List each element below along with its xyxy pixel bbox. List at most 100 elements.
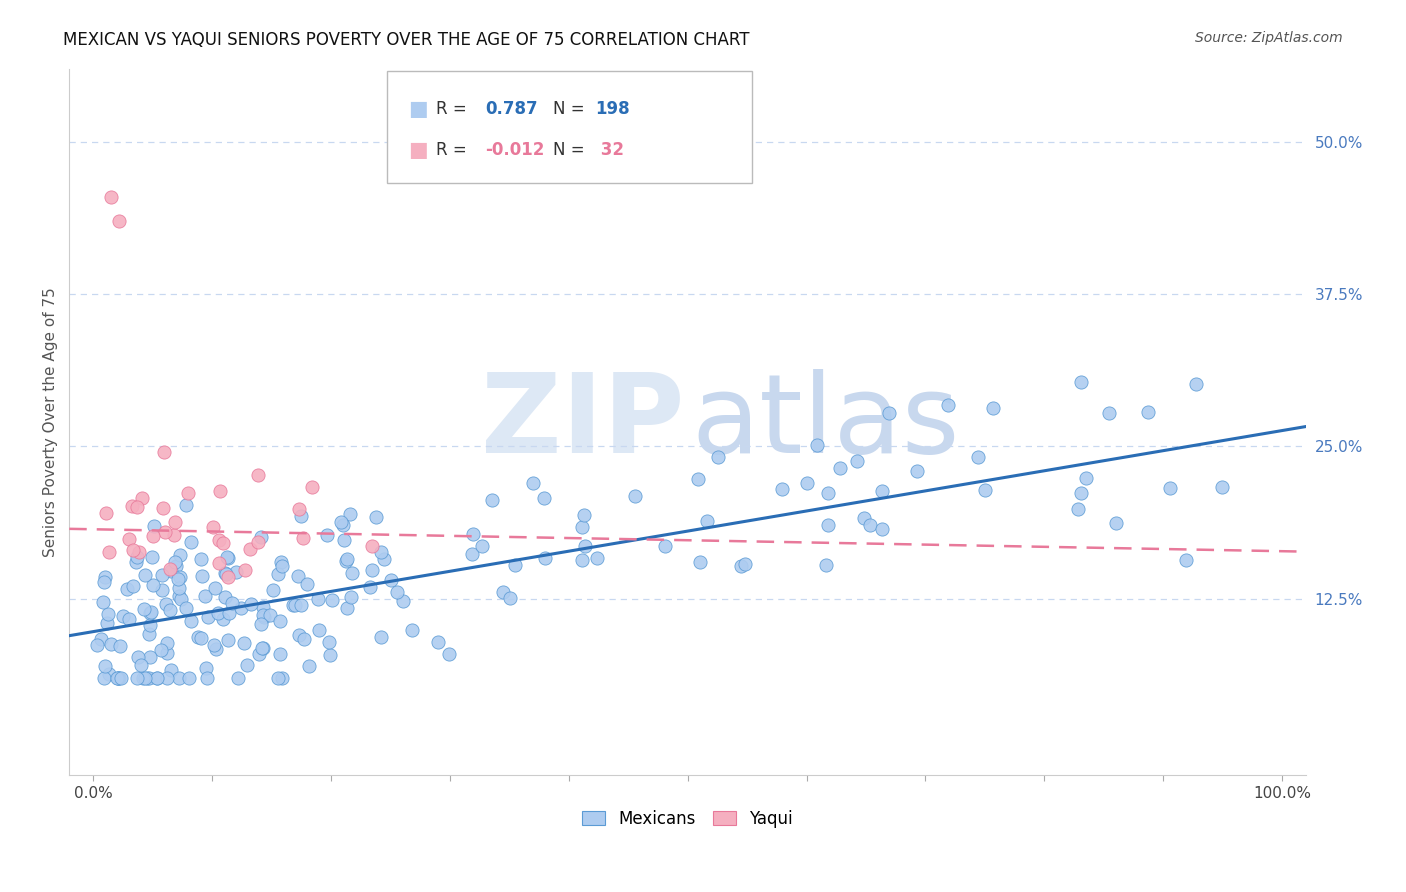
- Point: [195, 661, 218, 675]
- Point: [1098, 406, 1121, 420]
- Point: [246, 535, 269, 549]
- Point: [288, 628, 311, 642]
- Point: [150, 643, 173, 657]
- Point: [117, 582, 139, 597]
- Point: [253, 609, 276, 624]
- Point: [225, 565, 247, 579]
- Point: [571, 553, 593, 567]
- Point: [696, 514, 718, 528]
- Point: [127, 500, 149, 514]
- Point: [1070, 485, 1092, 500]
- Legend: Mexicans, Yaqui: Mexicans, Yaqui: [575, 803, 800, 834]
- Point: [359, 580, 381, 594]
- Text: N =: N =: [553, 100, 583, 118]
- Text: N =: N =: [553, 141, 583, 159]
- Point: [211, 536, 233, 550]
- Point: [122, 579, 145, 593]
- Point: [218, 606, 240, 620]
- Point: [127, 650, 149, 665]
- Point: [267, 567, 290, 582]
- Point: [163, 515, 186, 529]
- Point: [292, 531, 315, 545]
- Point: [1137, 405, 1160, 419]
- Point: [981, 401, 1004, 415]
- Point: [215, 567, 238, 582]
- Point: [427, 635, 450, 649]
- Point: [574, 508, 596, 522]
- Point: [138, 606, 160, 620]
- Point: [174, 498, 197, 512]
- Text: MEXICAN VS YAQUI SENIORS POVERTY OVER THE AGE OF 75 CORRELATION CHART: MEXICAN VS YAQUI SENIORS POVERTY OVER TH…: [63, 31, 749, 49]
- Point: [342, 566, 364, 581]
- Point: [139, 650, 162, 665]
- Point: [156, 636, 179, 650]
- Point: [333, 533, 356, 547]
- Point: [194, 589, 217, 603]
- Point: [141, 549, 163, 564]
- Point: [571, 519, 593, 533]
- Point: [318, 634, 340, 648]
- Point: [121, 499, 143, 513]
- Point: [574, 539, 596, 553]
- Point: [247, 467, 270, 482]
- Point: [270, 556, 292, 570]
- Point: [817, 518, 839, 533]
- Point: [270, 671, 292, 685]
- Point: [796, 475, 818, 490]
- Point: [155, 597, 177, 611]
- Point: [236, 658, 259, 673]
- Text: R =: R =: [436, 141, 467, 159]
- Point: [170, 591, 193, 606]
- Point: [870, 522, 893, 536]
- Text: Source: ZipAtlas.com: Source: ZipAtlas.com: [1195, 31, 1343, 45]
- Point: [240, 597, 263, 611]
- Point: [202, 638, 225, 652]
- Point: [187, 630, 209, 644]
- Point: [150, 582, 173, 597]
- Point: [586, 550, 609, 565]
- Point: [319, 648, 342, 663]
- Point: [290, 508, 312, 523]
- Point: [533, 551, 555, 566]
- Y-axis label: Seniors Poverty Over the Age of 75: Seniors Poverty Over the Age of 75: [44, 287, 58, 557]
- Point: [118, 612, 141, 626]
- Point: [93, 671, 115, 685]
- Point: [160, 564, 183, 578]
- Text: ■: ■: [408, 140, 427, 160]
- Point: [214, 590, 236, 604]
- Point: [301, 480, 323, 494]
- Point: [298, 659, 321, 673]
- Point: [211, 612, 233, 626]
- Point: [205, 641, 228, 656]
- Point: [202, 520, 225, 534]
- Point: [297, 576, 319, 591]
- Text: 32: 32: [595, 141, 624, 159]
- Text: -0.012: -0.012: [485, 141, 544, 159]
- Point: [852, 511, 875, 525]
- Point: [176, 485, 198, 500]
- Text: ZIP: ZIP: [481, 368, 683, 475]
- Point: [315, 528, 337, 542]
- Point: [138, 671, 160, 685]
- Point: [165, 558, 187, 573]
- Point: [191, 569, 214, 583]
- Point: [1159, 481, 1181, 495]
- Point: [97, 607, 120, 621]
- Point: [153, 444, 176, 458]
- Point: [307, 592, 329, 607]
- Point: [870, 483, 893, 498]
- Point: [533, 491, 555, 505]
- Point: [163, 556, 186, 570]
- Point: [96, 616, 118, 631]
- Point: [215, 550, 238, 565]
- Point: [877, 406, 900, 420]
- Point: [97, 667, 120, 681]
- Point: [125, 550, 148, 565]
- Text: 0.787: 0.787: [485, 100, 537, 118]
- Point: [339, 508, 361, 522]
- Point: [110, 671, 132, 685]
- Point: [936, 398, 959, 412]
- Point: [252, 599, 274, 614]
- Point: [163, 528, 186, 542]
- Point: [208, 557, 231, 571]
